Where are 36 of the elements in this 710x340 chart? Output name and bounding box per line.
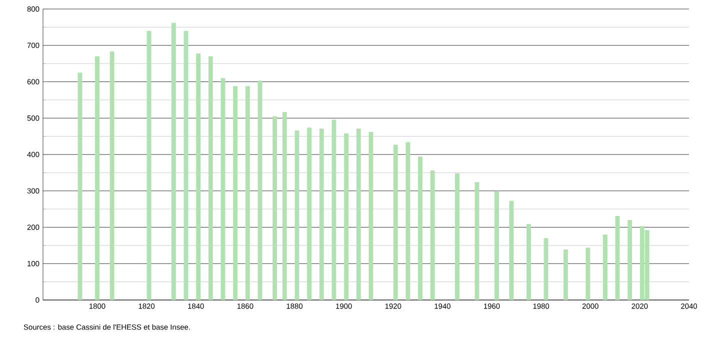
bar <box>586 248 590 300</box>
bar <box>544 238 548 300</box>
bar <box>146 30 152 300</box>
bar <box>245 86 250 300</box>
bar <box>356 128 361 300</box>
bar <box>220 78 226 300</box>
bar <box>307 128 312 300</box>
bar <box>494 190 499 300</box>
bar <box>474 182 480 300</box>
bar <box>294 130 300 300</box>
bar <box>171 22 176 300</box>
bar <box>406 142 410 300</box>
bar <box>78 72 82 300</box>
bar <box>272 116 277 300</box>
bar <box>393 144 398 300</box>
bar <box>319 128 324 300</box>
bar <box>344 133 348 300</box>
bar <box>95 56 100 300</box>
bar <box>564 249 568 300</box>
bar <box>196 53 201 300</box>
bar <box>282 112 287 300</box>
bar <box>332 120 336 300</box>
bar <box>233 86 238 300</box>
bar <box>526 224 531 300</box>
bar <box>455 173 460 300</box>
bar <box>418 156 422 300</box>
bar <box>628 220 632 300</box>
bar <box>602 234 608 300</box>
bar <box>110 52 114 300</box>
bar <box>509 200 514 300</box>
bar <box>430 170 435 300</box>
bar <box>258 80 262 300</box>
bar <box>615 216 620 300</box>
bar <box>184 30 188 300</box>
bar <box>368 132 374 300</box>
bar <box>208 56 213 300</box>
